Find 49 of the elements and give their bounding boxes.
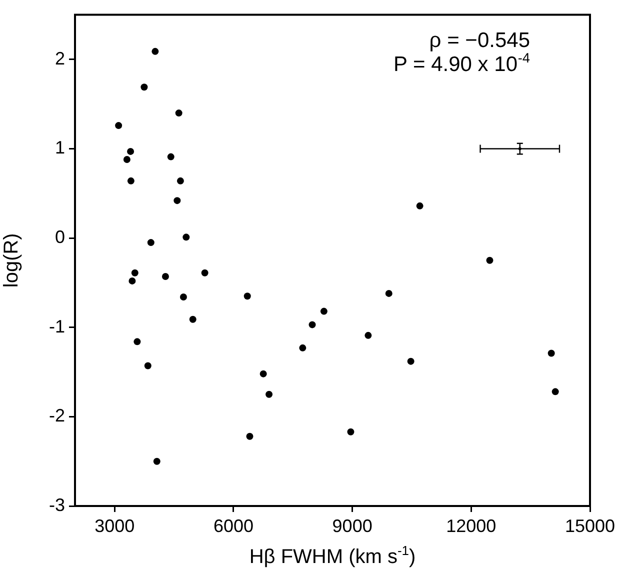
point (175, 110, 182, 117)
point (347, 428, 354, 436)
point (131, 269, 138, 276)
y-tick-label: -3 (48, 494, 65, 515)
point (299, 344, 306, 352)
point (144, 362, 152, 370)
point (153, 458, 160, 465)
point (308, 321, 316, 328)
point (127, 148, 134, 155)
point (416, 202, 424, 210)
point (127, 177, 134, 184)
point (552, 388, 559, 396)
point (128, 277, 136, 284)
y-tick-label: 0 (54, 227, 65, 248)
y-tick-label: -2 (48, 406, 65, 426)
point (266, 390, 273, 398)
point (364, 332, 372, 339)
point (147, 239, 154, 246)
point (320, 308, 328, 315)
x-tick-label: 6000 (213, 516, 254, 536)
y-tick-label: -1 (48, 316, 65, 336)
y-axis-title: log(R) (0, 233, 23, 288)
point (152, 48, 159, 55)
point (180, 294, 187, 301)
point (246, 432, 254, 440)
point (176, 177, 184, 184)
point (182, 234, 190, 241)
point (260, 370, 267, 378)
x-tick-label: 15000 (564, 516, 616, 536)
point (407, 358, 414, 365)
point (548, 350, 555, 357)
point (167, 153, 174, 160)
point (486, 256, 494, 264)
point (140, 84, 148, 91)
point (189, 316, 196, 323)
point (201, 269, 208, 276)
point (174, 197, 181, 204)
x-tick-label: 12000 (446, 516, 496, 536)
annotation: ρ = −0.545 (429, 28, 530, 52)
x-tick-label: 9000 (332, 516, 372, 536)
y-tick-label: 2 (54, 48, 65, 68)
point (115, 122, 122, 130)
x-tick-label: 3000 (94, 516, 135, 536)
point (123, 156, 130, 163)
point (244, 292, 251, 300)
point (134, 338, 141, 346)
point (162, 272, 169, 280)
y-tick-label: 1 (54, 138, 65, 158)
point (385, 290, 392, 297)
